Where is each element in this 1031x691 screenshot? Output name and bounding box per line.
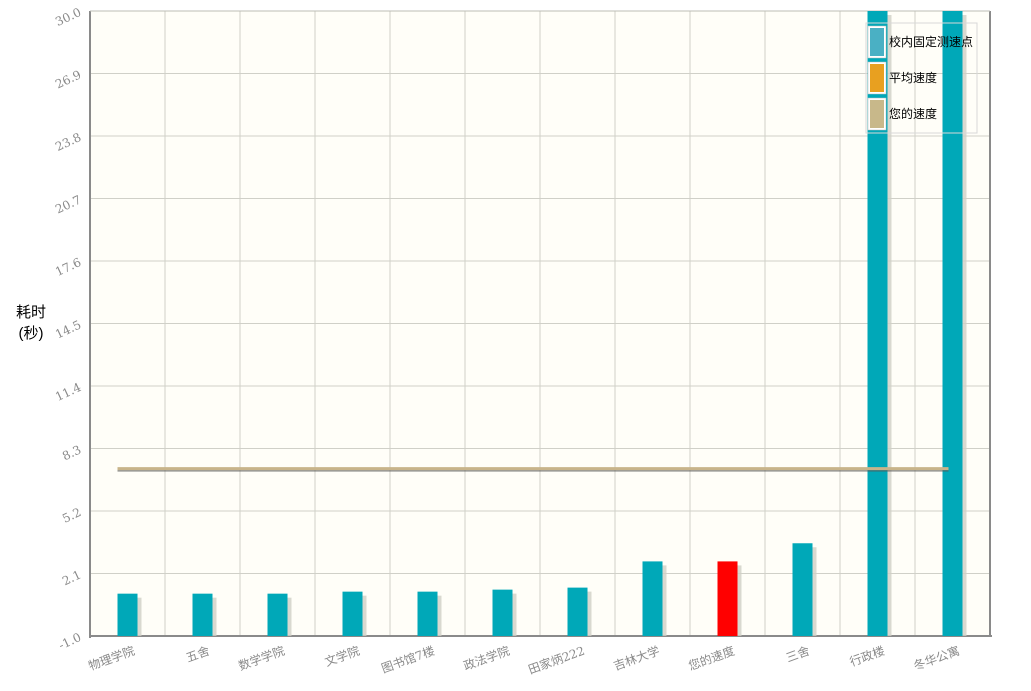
bar[interactable] <box>942 11 963 636</box>
y-tick-label: 11.4 <box>53 380 83 404</box>
legend-swatch <box>868 62 886 94</box>
bar[interactable] <box>192 593 213 636</box>
y-axis-title-line1: 耗时 <box>15 304 46 321</box>
bar[interactable] <box>492 589 513 636</box>
y-tick-label: 26.9 <box>53 68 83 92</box>
y-tick-label: 17.6 <box>53 255 83 279</box>
legend-swatch-border <box>867 25 887 59</box>
x-tick-label: 五舍 <box>184 643 212 665</box>
legend-swatch <box>868 26 886 58</box>
x-tick-label: 田家炳222 <box>526 643 586 677</box>
legend-box <box>865 22 978 134</box>
bar[interactable] <box>342 591 363 636</box>
y-tick-label: 30.0 <box>53 5 83 29</box>
y-tick-label: -1.0 <box>56 630 83 652</box>
x-tick-label: 物理学院 <box>86 643 136 674</box>
bar[interactable] <box>792 543 813 636</box>
x-tick-label: 行政楼 <box>848 643 887 669</box>
legend-label: 校内固定测速点 <box>889 34 973 49</box>
bar[interactable] <box>642 561 663 636</box>
y-tick-label: 2.1 <box>60 568 83 589</box>
y-tick-label: 23.8 <box>53 130 83 154</box>
x-tick-label: 吉林大学 <box>611 643 661 674</box>
x-tick-label: 冬华公寓 <box>911 643 961 674</box>
x-tick-label: 三舍 <box>784 643 812 665</box>
x-tick-label: 文学院 <box>323 643 362 669</box>
bar[interactable] <box>867 11 888 636</box>
y-tick-label: 8.3 <box>60 443 83 464</box>
x-tick-label: 政法学院 <box>461 643 511 674</box>
x-tick-label: 数学学院 <box>236 643 286 674</box>
bar[interactable] <box>567 587 588 636</box>
y-tick-label: 5.2 <box>60 505 83 526</box>
bar[interactable] <box>417 591 438 636</box>
y-tick-label: 20.7 <box>53 193 83 217</box>
legend-swatch-border <box>867 97 887 131</box>
legend-swatch-border <box>867 61 887 95</box>
y-tick-label: 14.5 <box>53 318 83 342</box>
legend-swatch <box>868 98 886 130</box>
x-tick-label: 您的速度 <box>686 643 736 674</box>
y-axis-title-line2: (秒) <box>18 325 44 342</box>
y-axis-title: 耗时 (秒) <box>10 302 52 344</box>
x-tick-label: 图书馆7楼 <box>379 643 436 676</box>
legend-label: 平均速度 <box>889 70 937 85</box>
bar[interactable] <box>267 593 288 636</box>
bar[interactable] <box>117 593 138 636</box>
bar[interactable] <box>717 561 738 636</box>
legend-label: 您的速度 <box>889 106 937 121</box>
